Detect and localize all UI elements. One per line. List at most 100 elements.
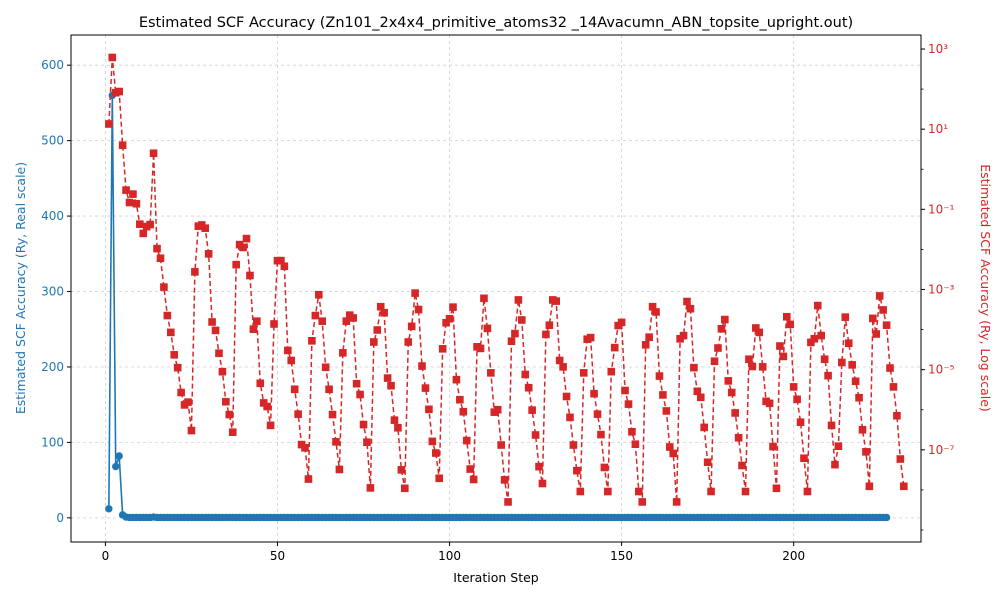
log-scale-point bbox=[662, 407, 671, 415]
log-scale-point bbox=[765, 399, 774, 408]
log-scale-point bbox=[610, 343, 619, 352]
log-scale-point bbox=[669, 449, 678, 458]
log-scale-point bbox=[225, 410, 234, 419]
log-scale-point bbox=[724, 377, 733, 385]
plot-background bbox=[71, 35, 921, 542]
log-scale-point bbox=[445, 314, 454, 323]
log-scale-point bbox=[528, 406, 536, 414]
log-scale-point bbox=[404, 338, 413, 346]
log-scale-point bbox=[462, 436, 471, 445]
log-scale-point bbox=[435, 474, 444, 483]
log-scale-point bbox=[136, 220, 144, 228]
log-scale-point bbox=[487, 369, 495, 377]
log-scale-point bbox=[624, 400, 633, 408]
left-tick-label: 500 bbox=[41, 134, 64, 148]
log-scale-point bbox=[318, 317, 327, 325]
log-scale-point bbox=[803, 487, 812, 496]
log-scale-point bbox=[321, 363, 330, 372]
log-scale-point bbox=[139, 229, 148, 238]
log-scale-point bbox=[290, 385, 299, 394]
log-scale-point bbox=[359, 420, 368, 429]
log-scale-point bbox=[555, 356, 564, 365]
x-axis-ticks: 0 50 100 150 200 bbox=[102, 542, 805, 563]
log-scale-point bbox=[834, 442, 843, 451]
log-scale-point bbox=[270, 320, 278, 328]
log-scale-point bbox=[366, 484, 375, 492]
log-scale-point bbox=[287, 356, 296, 365]
real-scale-point bbox=[112, 462, 120, 471]
log-scale-point bbox=[459, 407, 468, 416]
log-scale-point bbox=[714, 344, 722, 352]
real-scale-series bbox=[105, 91, 891, 522]
x-tick-label: 150 bbox=[610, 549, 633, 563]
log-scale-point bbox=[542, 330, 550, 339]
log-scale-point bbox=[105, 120, 113, 128]
log-scale-point bbox=[734, 433, 743, 442]
log-scale-point bbox=[518, 316, 526, 324]
log-scale-point bbox=[586, 333, 595, 342]
log-scale-point bbox=[590, 389, 598, 398]
right-tick-label: 10¹ bbox=[928, 122, 948, 136]
log-scale-point bbox=[201, 224, 210, 232]
log-scale-point bbox=[469, 475, 478, 484]
log-scale-point bbox=[665, 443, 674, 451]
log-scale-point bbox=[129, 190, 137, 198]
log-scale-point bbox=[314, 290, 323, 299]
log-scale-point bbox=[242, 234, 251, 243]
log-scale-point bbox=[576, 487, 585, 496]
log-scale-point bbox=[641, 341, 650, 349]
log-scale-point bbox=[879, 306, 887, 314]
log-scale-point bbox=[304, 475, 313, 483]
log-scale-point bbox=[301, 444, 309, 452]
log-scale-point bbox=[263, 402, 271, 411]
log-scale-point bbox=[693, 387, 702, 396]
log-scale-point bbox=[703, 458, 712, 467]
log-scale-point bbox=[597, 430, 605, 439]
log-scale-point bbox=[786, 320, 795, 329]
log-scale-point bbox=[524, 383, 533, 392]
log-scale-point bbox=[125, 198, 134, 207]
log-scale-point bbox=[332, 438, 340, 446]
log-scale-point bbox=[356, 390, 364, 399]
log-scale-point bbox=[411, 289, 419, 297]
log-scale-point bbox=[418, 362, 426, 370]
log-scale-point bbox=[793, 395, 801, 404]
log-scale-point bbox=[191, 268, 199, 276]
log-scale-point bbox=[373, 326, 382, 334]
log-scale-point bbox=[604, 487, 612, 496]
log-scale-point bbox=[149, 149, 158, 158]
log-scale-point bbox=[514, 296, 523, 304]
log-scale-point bbox=[707, 487, 715, 496]
log-scale-point bbox=[163, 311, 172, 320]
log-scale-point bbox=[504, 498, 512, 506]
log-scale-point bbox=[745, 355, 753, 364]
log-scale-point bbox=[710, 357, 719, 366]
log-scale-point bbox=[535, 462, 543, 471]
log-scale-point bbox=[208, 318, 216, 326]
log-scale-point bbox=[573, 466, 581, 475]
right-tick-label: 10³ bbox=[928, 42, 948, 56]
log-scale-point bbox=[294, 410, 302, 418]
log-scale-point bbox=[376, 302, 385, 311]
log-scale-point bbox=[631, 440, 640, 449]
log-scale-point bbox=[452, 375, 461, 384]
log-scale-point bbox=[170, 351, 179, 359]
x-tick-label: 200 bbox=[782, 549, 805, 563]
log-scale-point bbox=[848, 361, 856, 369]
log-scale-point bbox=[521, 370, 530, 379]
log-scale-point bbox=[228, 428, 237, 436]
log-scale-point bbox=[173, 363, 182, 372]
log-scale-point bbox=[776, 342, 784, 350]
log-scale-point bbox=[838, 358, 846, 367]
log-scale-line bbox=[108, 57, 905, 503]
log-scale-point bbox=[717, 324, 726, 333]
right-tick-label: 10⁻³ bbox=[928, 283, 955, 297]
log-scale-point bbox=[497, 441, 505, 449]
right-tick-label: 10⁻⁵ bbox=[928, 363, 955, 377]
log-scale-point bbox=[122, 186, 130, 194]
left-axis-label: Estimated SCF Accuracy (Ry, Real scale) bbox=[13, 162, 28, 414]
log-scale-point bbox=[875, 292, 884, 300]
log-scale-point bbox=[696, 393, 705, 402]
log-scale-point bbox=[545, 321, 554, 329]
log-scale-point bbox=[266, 421, 275, 430]
